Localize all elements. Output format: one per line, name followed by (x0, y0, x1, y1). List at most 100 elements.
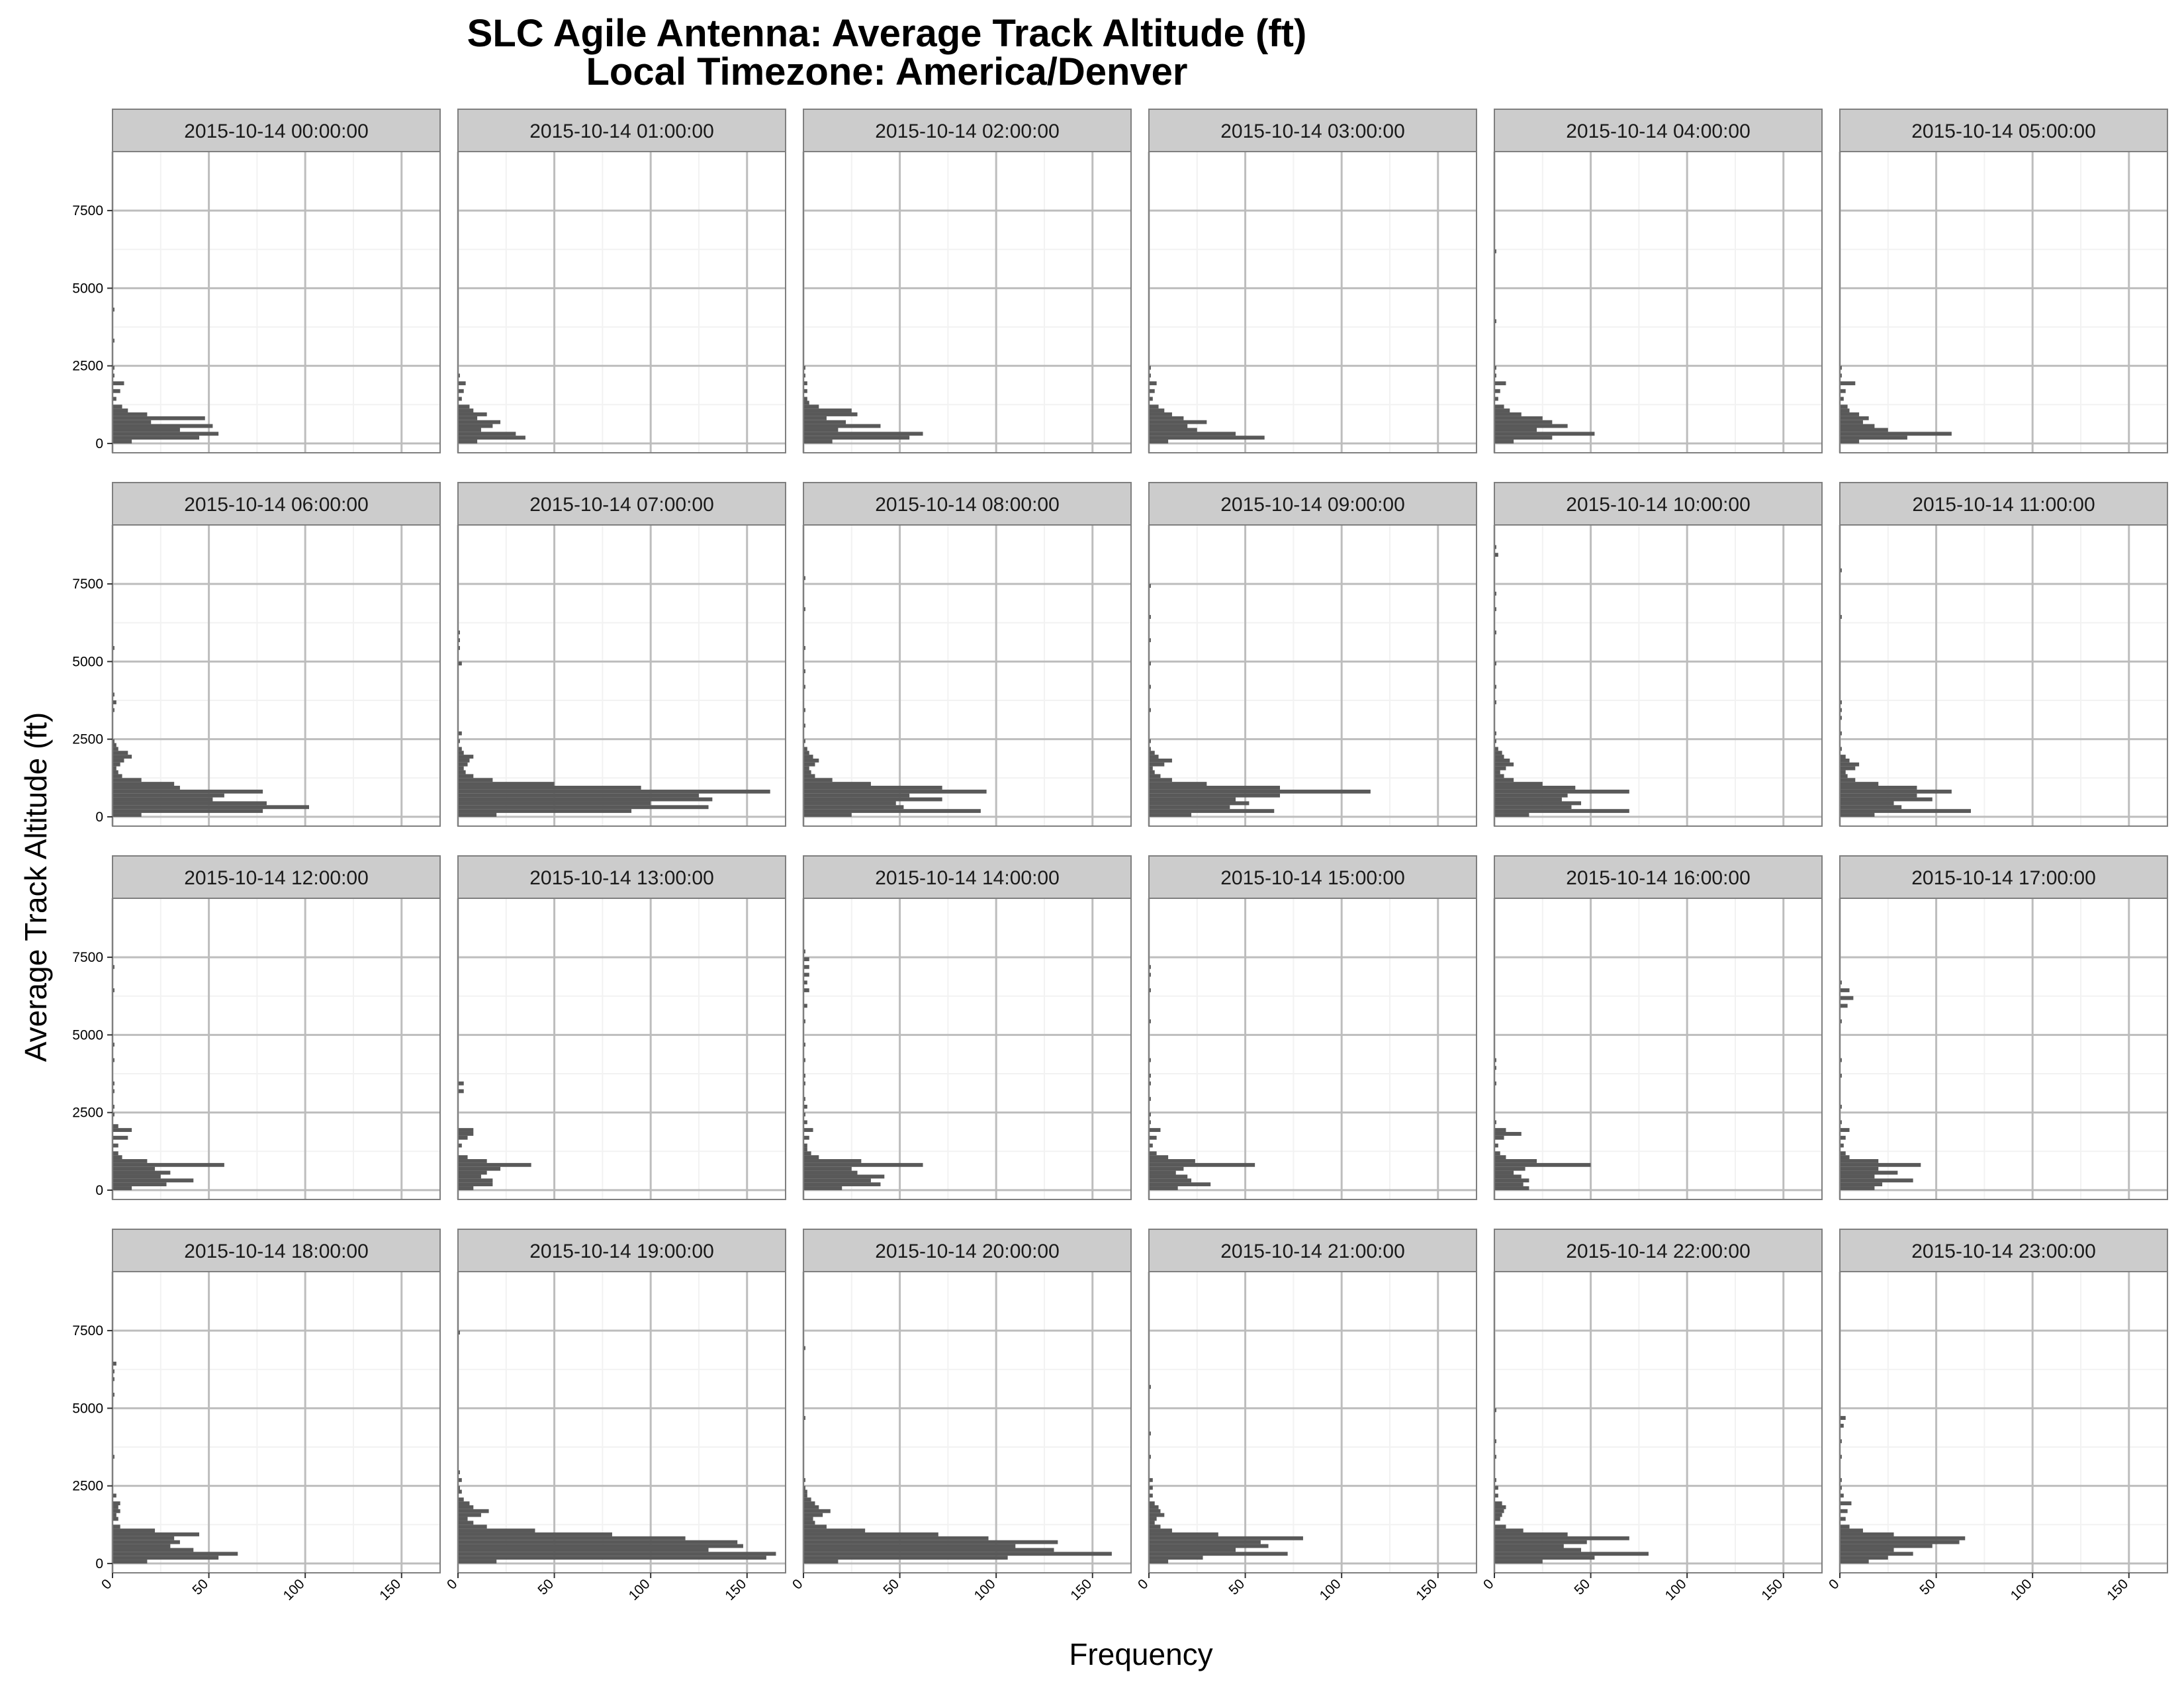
histogram-bar (1149, 1524, 1161, 1529)
histogram-bar (113, 1089, 114, 1094)
histogram-bar (458, 1489, 462, 1494)
panel-border (1839, 898, 2168, 1200)
facet-strip-label: 2015-10-14 02:00:00 (875, 120, 1060, 142)
histogram-bar (458, 432, 516, 436)
histogram-bar (113, 1509, 120, 1513)
histogram-bar (1494, 661, 1496, 666)
histogram-bar (1149, 751, 1155, 755)
histogram-bar (1149, 584, 1151, 588)
facet-panel: 2015-10-14 11:00:00 (1839, 482, 2168, 827)
histogram-bar (803, 724, 805, 728)
histogram-bar (803, 669, 805, 673)
histogram-bar (803, 774, 815, 778)
histogram-bar (113, 1124, 118, 1129)
x-tick-label: 50 (1917, 1576, 1938, 1598)
histogram-bar (458, 389, 464, 393)
facet-strip-label: 2015-10-14 10:00:00 (1566, 494, 1751, 516)
facet-strip-label: 2015-10-14 01:00:00 (529, 120, 714, 142)
histogram-bar (113, 1392, 114, 1397)
histogram-bar (803, 1532, 938, 1536)
histogram-bar (1494, 1517, 1500, 1521)
histogram-bar (1494, 1170, 1514, 1175)
histogram-bar (1494, 755, 1504, 759)
histogram-bar (1494, 1151, 1500, 1156)
histogram-bar (113, 440, 132, 444)
histogram-bar (113, 1043, 114, 1047)
histogram-bar (803, 1528, 866, 1533)
histogram-bar (113, 1548, 194, 1552)
histogram-bar (458, 1170, 487, 1175)
panel-border (1148, 898, 1477, 1200)
x-tick-label: 0 (444, 1576, 461, 1593)
x-tick-label: 50 (1226, 1576, 1248, 1598)
panel-border (112, 898, 441, 1200)
histogram-bar (1494, 404, 1504, 409)
histogram-bar (803, 1159, 862, 1163)
panel-border (1839, 524, 2168, 827)
histogram-bar (1840, 731, 1842, 735)
histogram-bar (1840, 1004, 1848, 1008)
panel-background (458, 1272, 786, 1573)
histogram-bar (1494, 381, 1506, 385)
histogram-bar (1840, 1178, 1913, 1183)
histogram-bar (1149, 1528, 1172, 1533)
histogram-bar (803, 1004, 807, 1008)
histogram-bar (803, 400, 809, 405)
histogram-bar (1149, 1178, 1192, 1183)
histogram-bar (1494, 1501, 1502, 1505)
histogram-bar (803, 813, 852, 817)
histogram-bar (458, 1556, 766, 1560)
panel-border (1494, 524, 1823, 827)
histogram-bar (113, 1524, 120, 1529)
histogram-bar (458, 758, 470, 763)
histogram-bar (1494, 1066, 1496, 1070)
histogram-bar (1494, 731, 1496, 735)
histogram-bar (458, 762, 468, 767)
histogram-bar (1494, 553, 1498, 557)
histogram-bar (458, 813, 497, 817)
histogram-bar (458, 1331, 460, 1335)
facet-strip-label: 2015-10-14 03:00:00 (1220, 120, 1405, 142)
histogram-bar (1494, 1528, 1524, 1533)
histogram-bar (1149, 1166, 1184, 1171)
histogram-bar (1494, 751, 1502, 755)
x-tick-label: 50 (535, 1576, 557, 1598)
histogram-bar (113, 436, 200, 440)
histogram-bar (803, 607, 805, 612)
histogram-bar (803, 1540, 1058, 1544)
histogram-bar (1494, 805, 1572, 810)
histogram-bar (458, 381, 466, 385)
histogram-bar (803, 381, 807, 385)
histogram-bar (1149, 766, 1153, 771)
histogram-bar (113, 1186, 132, 1190)
histogram-bar (113, 1178, 194, 1183)
histogram-bar (1149, 762, 1165, 767)
histogram-bar (1840, 1524, 1850, 1529)
histogram-bar (458, 751, 464, 755)
facet-panel: 2015-10-14 05:00:00 (1839, 109, 2168, 453)
histogram-bar (1494, 762, 1514, 767)
histogram-bar (1494, 1131, 1522, 1136)
histogram-bar (1494, 700, 1496, 704)
panel-background (1494, 1272, 1822, 1573)
histogram-bar (1149, 397, 1153, 401)
histogram-bar (803, 389, 807, 393)
histogram-bar (458, 1532, 612, 1536)
facet-panel: 2015-10-14 20:00:00 0 50 100 150 (790, 1229, 1132, 1603)
histogram-bar (1494, 591, 1496, 596)
histogram-bar (1840, 1174, 1875, 1179)
x-tick-label: 150 (2104, 1576, 2131, 1603)
histogram-bar (458, 1477, 462, 1482)
histogram-bar (113, 307, 114, 312)
histogram-bar (1494, 1548, 1582, 1552)
histogram-bar (1149, 1186, 1178, 1190)
histogram-bar (803, 789, 987, 794)
facet-strip (1494, 855, 1823, 899)
histogram-bar (1840, 389, 1846, 393)
histogram-bar (1494, 1544, 1564, 1548)
histogram-bar (1149, 424, 1188, 428)
histogram-bar (1149, 1143, 1153, 1148)
histogram-bar (458, 1524, 487, 1529)
histogram-bar (1840, 373, 1842, 378)
histogram-bar (1149, 1501, 1155, 1505)
